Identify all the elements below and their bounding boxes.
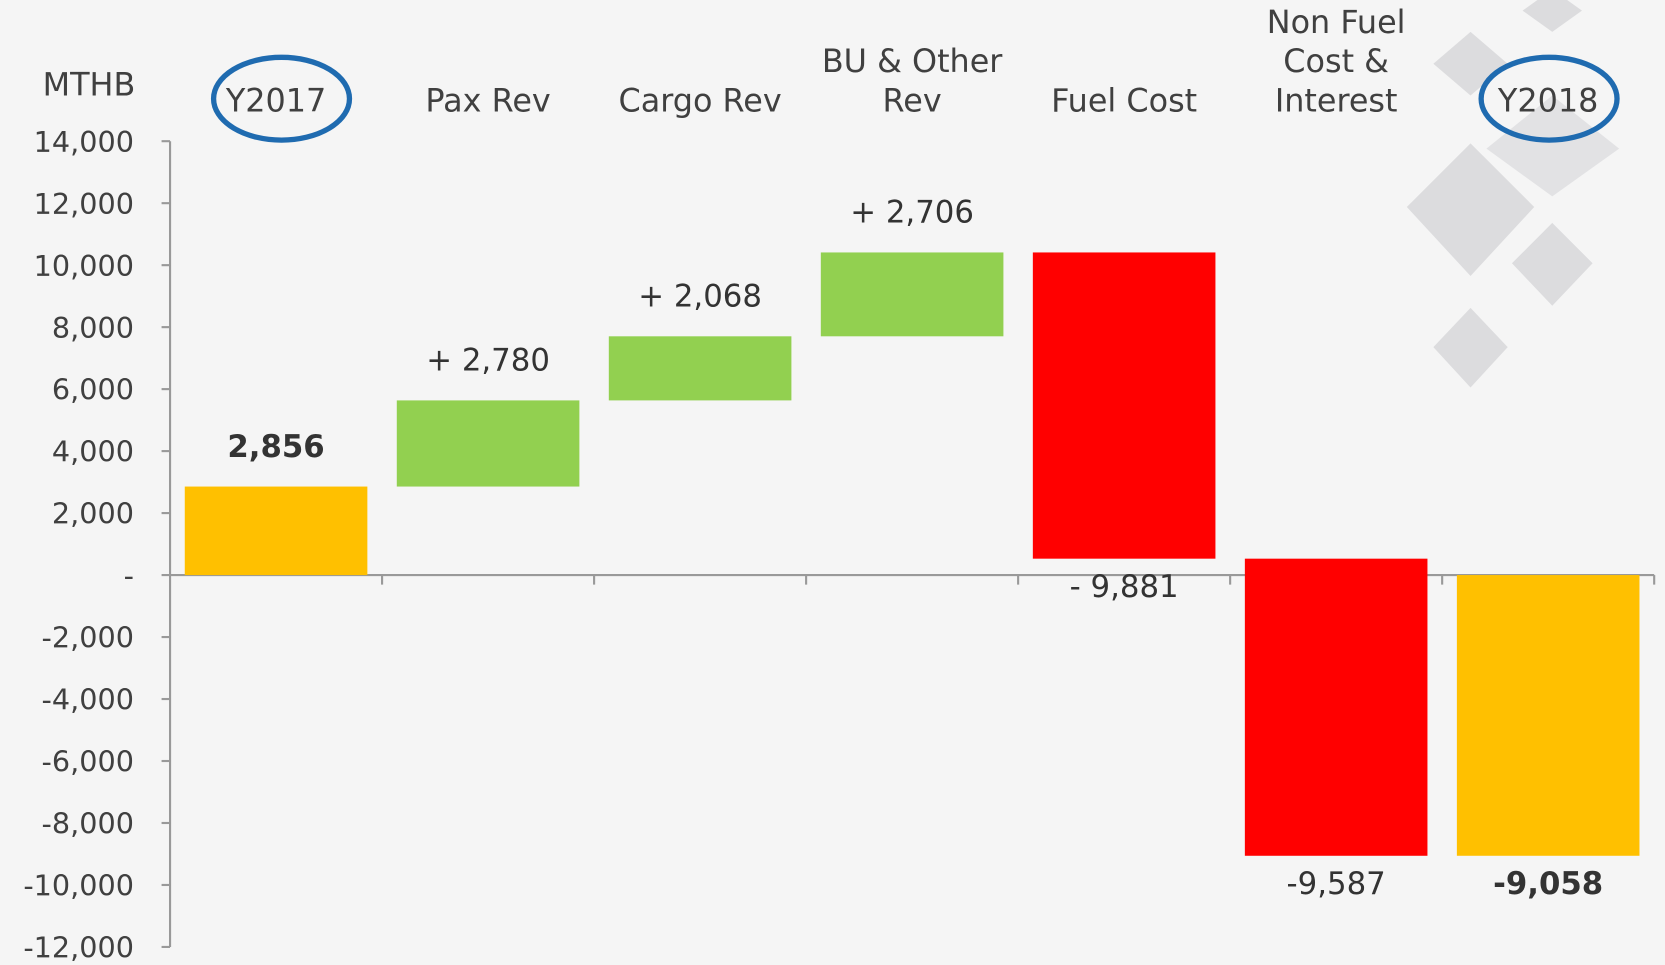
category-label: Y2017: [225, 81, 326, 119]
y-tick-label: 12,000: [34, 187, 134, 221]
highlight-circle: [1478, 54, 1620, 143]
category-label: Interest: [1275, 81, 1398, 119]
y-tick-label: -4,000: [42, 683, 134, 717]
category-label: Rev: [883, 81, 942, 119]
value-label: 2,856: [227, 429, 324, 465]
value-label: + 2,780: [426, 343, 550, 379]
y-tick-label: -12,000: [23, 931, 134, 965]
y-tick-label: -10,000: [23, 869, 134, 903]
y-tick-label: -: [124, 559, 134, 593]
category-label: Cost &: [1283, 42, 1389, 80]
bar: [1244, 558, 1428, 856]
y-tick-label: 4,000: [52, 435, 134, 469]
y-tick-label: -8,000: [42, 807, 134, 841]
value-label: -9,058: [1493, 866, 1603, 902]
value-label: - 9,881: [1070, 569, 1179, 605]
highlight-circle: [210, 54, 353, 143]
value-label: + 2,706: [850, 195, 974, 231]
y-tick-label: 2,000: [52, 497, 134, 531]
y-tick-label: 6,000: [52, 373, 134, 407]
y-tick-label: -2,000: [42, 621, 134, 655]
category-label: Pax Rev: [425, 81, 550, 119]
bar: [1456, 575, 1640, 856]
y-tick-label: 8,000: [52, 311, 134, 345]
bar: [1032, 252, 1216, 559]
y-tick-label: 14,000: [34, 125, 134, 159]
category-label: Y2018: [1497, 81, 1598, 119]
y-tick-label: -6,000: [42, 745, 134, 779]
bar: [608, 336, 792, 401]
bar: [396, 400, 580, 487]
category-label: Non Fuel: [1267, 3, 1406, 41]
y-tick-label: 10,000: [34, 249, 134, 283]
category-label: Fuel Cost: [1051, 81, 1197, 119]
value-label: + 2,068: [638, 279, 762, 315]
bar: [184, 486, 368, 576]
category-label: BU & Other: [822, 42, 1003, 80]
bar: [820, 252, 1004, 337]
value-label: -9,587: [1287, 866, 1386, 902]
y-axis-label: MTHB: [43, 66, 136, 104]
category-label: Cargo Rev: [619, 81, 782, 119]
